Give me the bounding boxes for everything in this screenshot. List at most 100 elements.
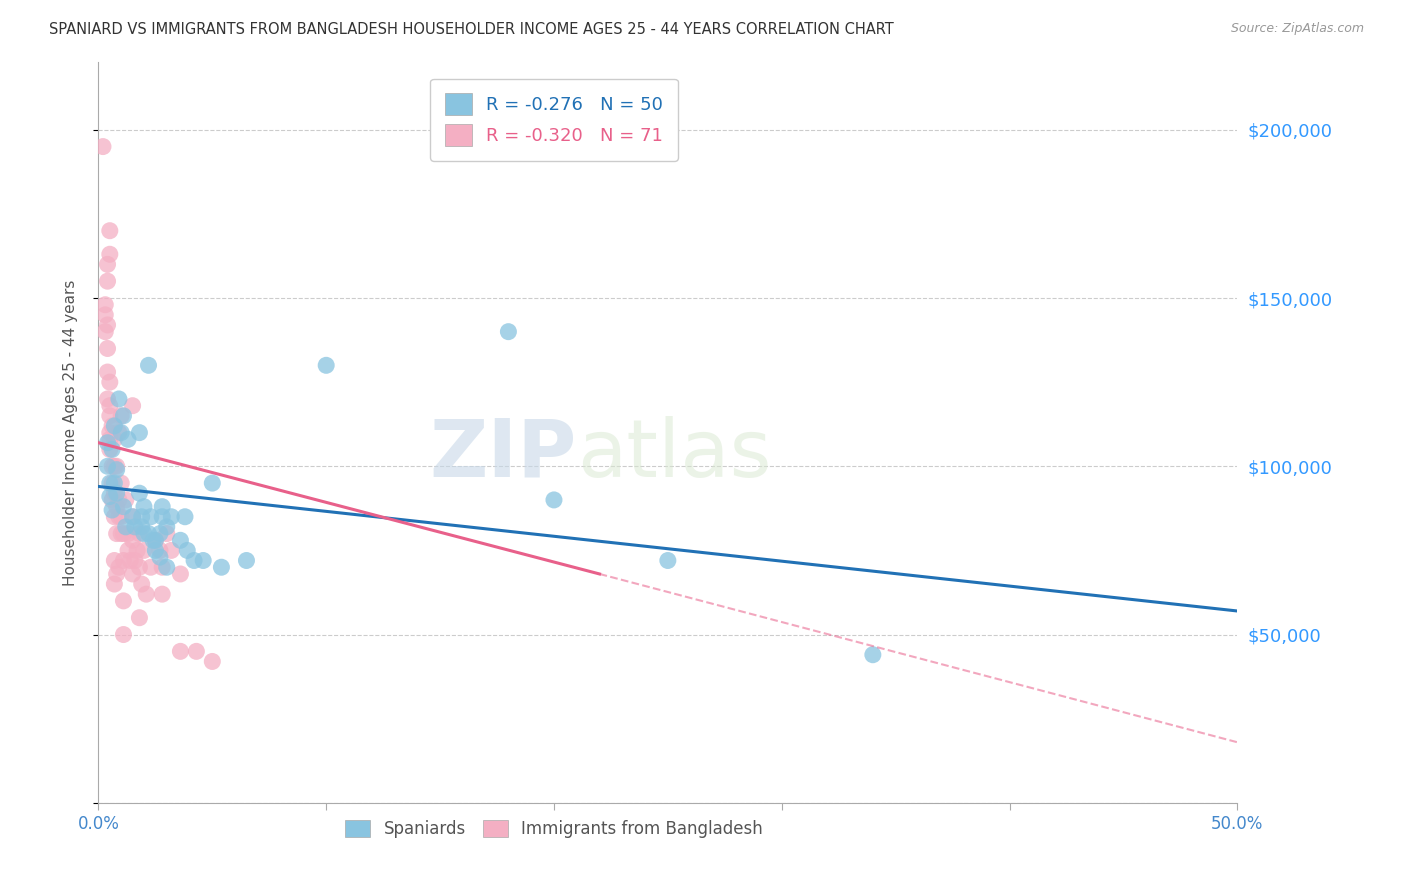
Point	[101, 492, 124, 507]
Point	[98, 476, 121, 491]
Point	[315, 359, 337, 373]
Text: Source: ZipAtlas.com: Source: ZipAtlas.com	[1230, 22, 1364, 36]
Point	[145, 533, 167, 548]
Point	[132, 500, 155, 514]
Point	[149, 543, 172, 558]
Point	[543, 492, 565, 507]
Point	[98, 247, 121, 261]
Point	[128, 526, 150, 541]
Point	[186, 644, 208, 658]
Point	[108, 392, 131, 406]
Point	[138, 526, 160, 541]
Point	[98, 442, 121, 457]
Point	[91, 139, 114, 153]
Point	[201, 476, 224, 491]
Point	[139, 509, 162, 524]
Point	[127, 543, 149, 558]
Point	[132, 526, 155, 541]
Point	[135, 587, 157, 601]
Point	[103, 476, 125, 491]
Point	[132, 543, 155, 558]
Point	[98, 409, 121, 423]
Point	[105, 500, 128, 514]
Point	[149, 550, 172, 565]
Point	[96, 459, 118, 474]
Point	[498, 325, 520, 339]
Point	[145, 533, 167, 548]
Point	[101, 459, 124, 474]
Point	[110, 409, 132, 423]
Point	[96, 392, 118, 406]
Point	[96, 435, 118, 450]
Point	[150, 509, 173, 524]
Point	[128, 486, 150, 500]
Point	[120, 553, 142, 567]
Point	[98, 490, 121, 504]
Text: SPANIARD VS IMMIGRANTS FROM BANGLADESH HOUSEHOLDER INCOME AGES 25 - 44 YEARS COR: SPANIARD VS IMMIGRANTS FROM BANGLADESH H…	[49, 22, 894, 37]
Point	[105, 526, 128, 541]
Point	[103, 459, 125, 474]
Point	[160, 509, 183, 524]
Point	[98, 425, 121, 440]
Point	[101, 442, 124, 457]
Point	[121, 533, 143, 548]
Point	[105, 566, 128, 581]
Point	[235, 553, 257, 567]
Point	[150, 560, 173, 574]
Point	[105, 486, 128, 500]
Point	[112, 553, 135, 567]
Point	[124, 553, 146, 567]
Point	[114, 492, 136, 507]
Point	[103, 433, 125, 447]
Point	[156, 520, 179, 534]
Point	[108, 560, 131, 574]
Point	[98, 433, 121, 447]
Point	[101, 476, 124, 491]
Point	[112, 500, 135, 514]
Point	[103, 418, 125, 433]
Point	[112, 526, 135, 541]
Point	[169, 566, 191, 581]
Point	[112, 409, 135, 423]
Point	[98, 375, 121, 389]
Point	[183, 553, 205, 567]
Point	[174, 509, 197, 524]
Point	[110, 509, 132, 524]
Point	[160, 543, 183, 558]
Point	[94, 308, 117, 322]
Point	[110, 526, 132, 541]
Point	[131, 577, 153, 591]
Point	[169, 644, 191, 658]
Point	[105, 462, 128, 476]
Point	[98, 224, 121, 238]
Point	[156, 526, 179, 541]
Point	[121, 399, 143, 413]
Point	[149, 526, 172, 541]
Point	[112, 594, 135, 608]
Point	[193, 553, 215, 567]
Point	[96, 365, 118, 379]
Point	[117, 543, 139, 558]
Point	[139, 560, 162, 574]
Point	[103, 509, 125, 524]
Point	[108, 492, 131, 507]
Point	[101, 503, 124, 517]
Point	[176, 543, 198, 558]
Point	[124, 520, 146, 534]
Point	[862, 648, 884, 662]
Point	[110, 425, 132, 440]
Point	[128, 610, 150, 624]
Point	[98, 399, 121, 413]
Point	[96, 257, 118, 271]
Point	[131, 509, 153, 524]
Point	[94, 325, 117, 339]
Point	[96, 318, 118, 332]
Point	[145, 543, 167, 558]
Point	[96, 274, 118, 288]
Point	[657, 553, 679, 567]
Point	[121, 566, 143, 581]
Point	[103, 577, 125, 591]
Point	[128, 425, 150, 440]
Legend: Spaniards, Immigrants from Bangladesh: Spaniards, Immigrants from Bangladesh	[337, 812, 770, 847]
Point	[150, 500, 173, 514]
